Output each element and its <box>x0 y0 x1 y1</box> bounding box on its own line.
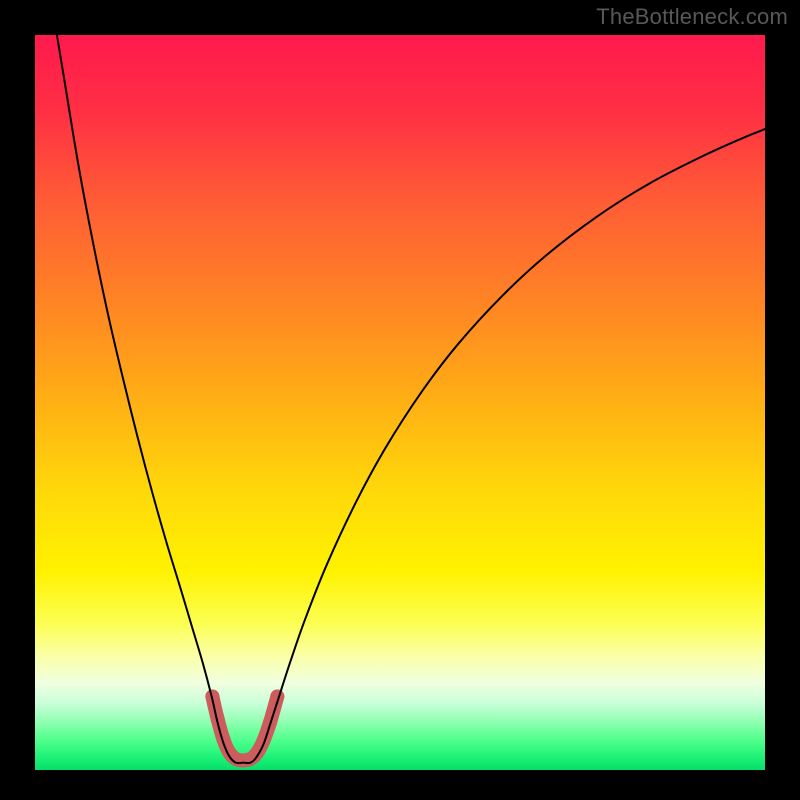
chart-stage: TheBottleneck.com <box>0 0 800 800</box>
bottleneck-chart <box>0 0 800 800</box>
plot-gradient-background <box>35 35 765 770</box>
watermark-text: TheBottleneck.com <box>596 4 788 30</box>
